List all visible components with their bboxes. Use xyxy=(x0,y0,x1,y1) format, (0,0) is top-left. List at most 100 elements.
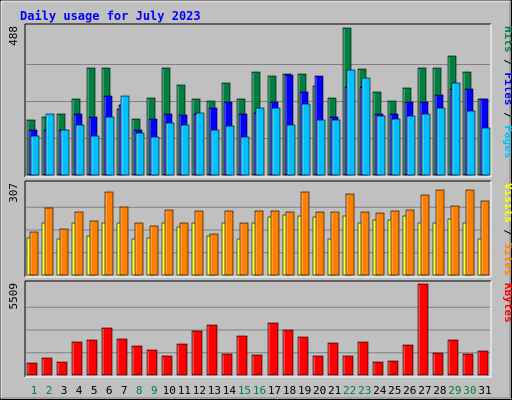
bar-sites-day-16 xyxy=(254,210,264,276)
legend-entry-hits: Hits xyxy=(502,26,512,53)
x-tick-day-6: 6 xyxy=(106,384,113,397)
bar-pages-day-25 xyxy=(391,118,401,176)
bar-sites-day-7 xyxy=(119,206,129,276)
bar-pages-day-27 xyxy=(421,113,431,176)
bar-kbytes-day-13 xyxy=(206,324,218,376)
chart-panels: 488 Hits / Files / Pages 307 Visits / Sites… xyxy=(7,23,512,378)
x-tick-day-11: 11 xyxy=(178,384,191,397)
bar-sites-day-10 xyxy=(164,209,174,276)
bar-sites-day-26 xyxy=(405,209,415,276)
bar-kbytes-day-9 xyxy=(146,349,158,376)
legend-entry-pages: Pages xyxy=(502,125,512,158)
x-tick-day-24: 24 xyxy=(373,384,387,397)
bar-pages-day-11 xyxy=(180,124,190,176)
bar-pages-day-30 xyxy=(466,110,476,176)
bar-pages-day-1 xyxy=(30,135,40,176)
bar-kbytes-day-24 xyxy=(372,361,384,376)
bar-sites-day-20 xyxy=(315,211,325,276)
bar-kbytes-day-18 xyxy=(282,329,294,376)
x-tick-day-18: 18 xyxy=(283,384,296,397)
bar-sites-day-3 xyxy=(59,228,69,276)
bar-sites-day-12 xyxy=(194,210,204,276)
bar-sites-day-21 xyxy=(330,211,340,276)
x-tick-day-1: 1 xyxy=(31,384,38,397)
bar-kbytes-day-3 xyxy=(56,361,68,376)
bar-sites-day-8 xyxy=(134,222,144,276)
bar-pages-day-14 xyxy=(225,125,235,176)
x-tick-day-7: 7 xyxy=(121,384,128,397)
bar-kbytes-day-4 xyxy=(71,341,83,376)
bar-sites-day-6 xyxy=(104,191,114,276)
bar-pages-day-7 xyxy=(120,95,130,176)
bar-sites-day-14 xyxy=(224,210,234,276)
bar-sites-day-24 xyxy=(375,212,385,276)
x-tick-day-5: 5 xyxy=(91,384,98,397)
bar-sites-day-30 xyxy=(465,189,475,276)
x-tick-day-13: 13 xyxy=(208,384,221,397)
bar-sites-day-28 xyxy=(435,189,445,276)
bar-sites-day-4 xyxy=(74,211,84,276)
bar-sites-day-19 xyxy=(300,191,310,276)
bar-kbytes-day-22 xyxy=(342,355,354,376)
bar-sites-day-5 xyxy=(89,220,99,276)
bar-pages-day-29 xyxy=(451,82,461,176)
legend-separator: / xyxy=(502,53,512,73)
bar-kbytes-day-25 xyxy=(387,360,399,376)
bar-kbytes-day-5 xyxy=(86,339,98,376)
bar-pages-day-2 xyxy=(45,113,55,176)
bar-pages-day-26 xyxy=(406,115,416,176)
bar-pages-day-21 xyxy=(331,119,341,176)
x-tick-day-31: 31 xyxy=(478,384,491,397)
bar-kbytes-day-27 xyxy=(417,283,429,376)
bar-kbytes-day-14 xyxy=(221,353,233,376)
bar-sites-day-22 xyxy=(345,193,355,276)
bar-kbytes-day-16 xyxy=(251,354,263,376)
bar-pages-day-22 xyxy=(346,69,356,176)
bar-pages-day-31 xyxy=(481,127,491,176)
chart-title: Daily usage for July 2023 xyxy=(20,9,201,23)
bar-sites-day-29 xyxy=(450,205,460,276)
bar-kbytes-day-17 xyxy=(267,322,279,376)
bar-kbytes-day-1 xyxy=(26,362,38,376)
x-tick-day-8: 8 xyxy=(136,384,143,397)
x-tick-day-2: 2 xyxy=(46,384,53,397)
bar-kbytes-day-29 xyxy=(447,339,459,376)
panel-bottom: 5509 KBytes xyxy=(7,280,512,378)
y-max-tick-label: 5509 xyxy=(7,283,20,310)
bar-pages-day-28 xyxy=(436,107,446,176)
bar-kbytes-day-8 xyxy=(131,345,143,376)
x-tick-day-3: 3 xyxy=(61,384,68,397)
bar-kbytes-day-6 xyxy=(101,327,113,376)
bar-kbytes-day-31 xyxy=(477,350,489,376)
bar-pages-day-18 xyxy=(286,124,296,176)
bar-kbytes-day-15 xyxy=(236,335,248,376)
bar-pages-day-16 xyxy=(255,107,265,176)
bar-pages-day-15 xyxy=(240,136,250,176)
bar-pages-day-12 xyxy=(195,112,205,176)
x-tick-day-20: 20 xyxy=(313,384,326,397)
bar-kbytes-day-21 xyxy=(327,342,339,376)
bar-sites-day-11 xyxy=(179,222,189,276)
x-tick-day-14: 14 xyxy=(223,384,237,397)
bar-pages-day-8 xyxy=(135,132,145,176)
bar-sites-day-18 xyxy=(285,211,295,276)
x-tick-day-25: 25 xyxy=(388,384,401,397)
bar-sites-day-15 xyxy=(239,222,249,276)
bar-pages-day-4 xyxy=(75,124,85,176)
bar-kbytes-day-23 xyxy=(357,341,369,376)
bar-kbytes-day-30 xyxy=(462,353,474,376)
legend-entry-kbytes: KBytes xyxy=(502,283,512,323)
x-tick-day-23: 23 xyxy=(358,384,371,397)
bar-kbytes-day-7 xyxy=(116,338,128,376)
legend-entry-files: Files xyxy=(502,72,512,105)
bar-sites-day-1 xyxy=(29,231,39,276)
x-tick-day-4: 4 xyxy=(76,384,83,397)
x-tick-day-12: 12 xyxy=(193,384,206,397)
bar-sites-day-23 xyxy=(360,211,370,276)
bar-kbytes-day-20 xyxy=(312,355,324,376)
x-tick-day-22: 22 xyxy=(343,384,356,397)
bar-sites-day-31 xyxy=(480,200,490,276)
bar-pages-day-6 xyxy=(105,116,115,176)
x-tick-day-10: 10 xyxy=(163,384,176,397)
